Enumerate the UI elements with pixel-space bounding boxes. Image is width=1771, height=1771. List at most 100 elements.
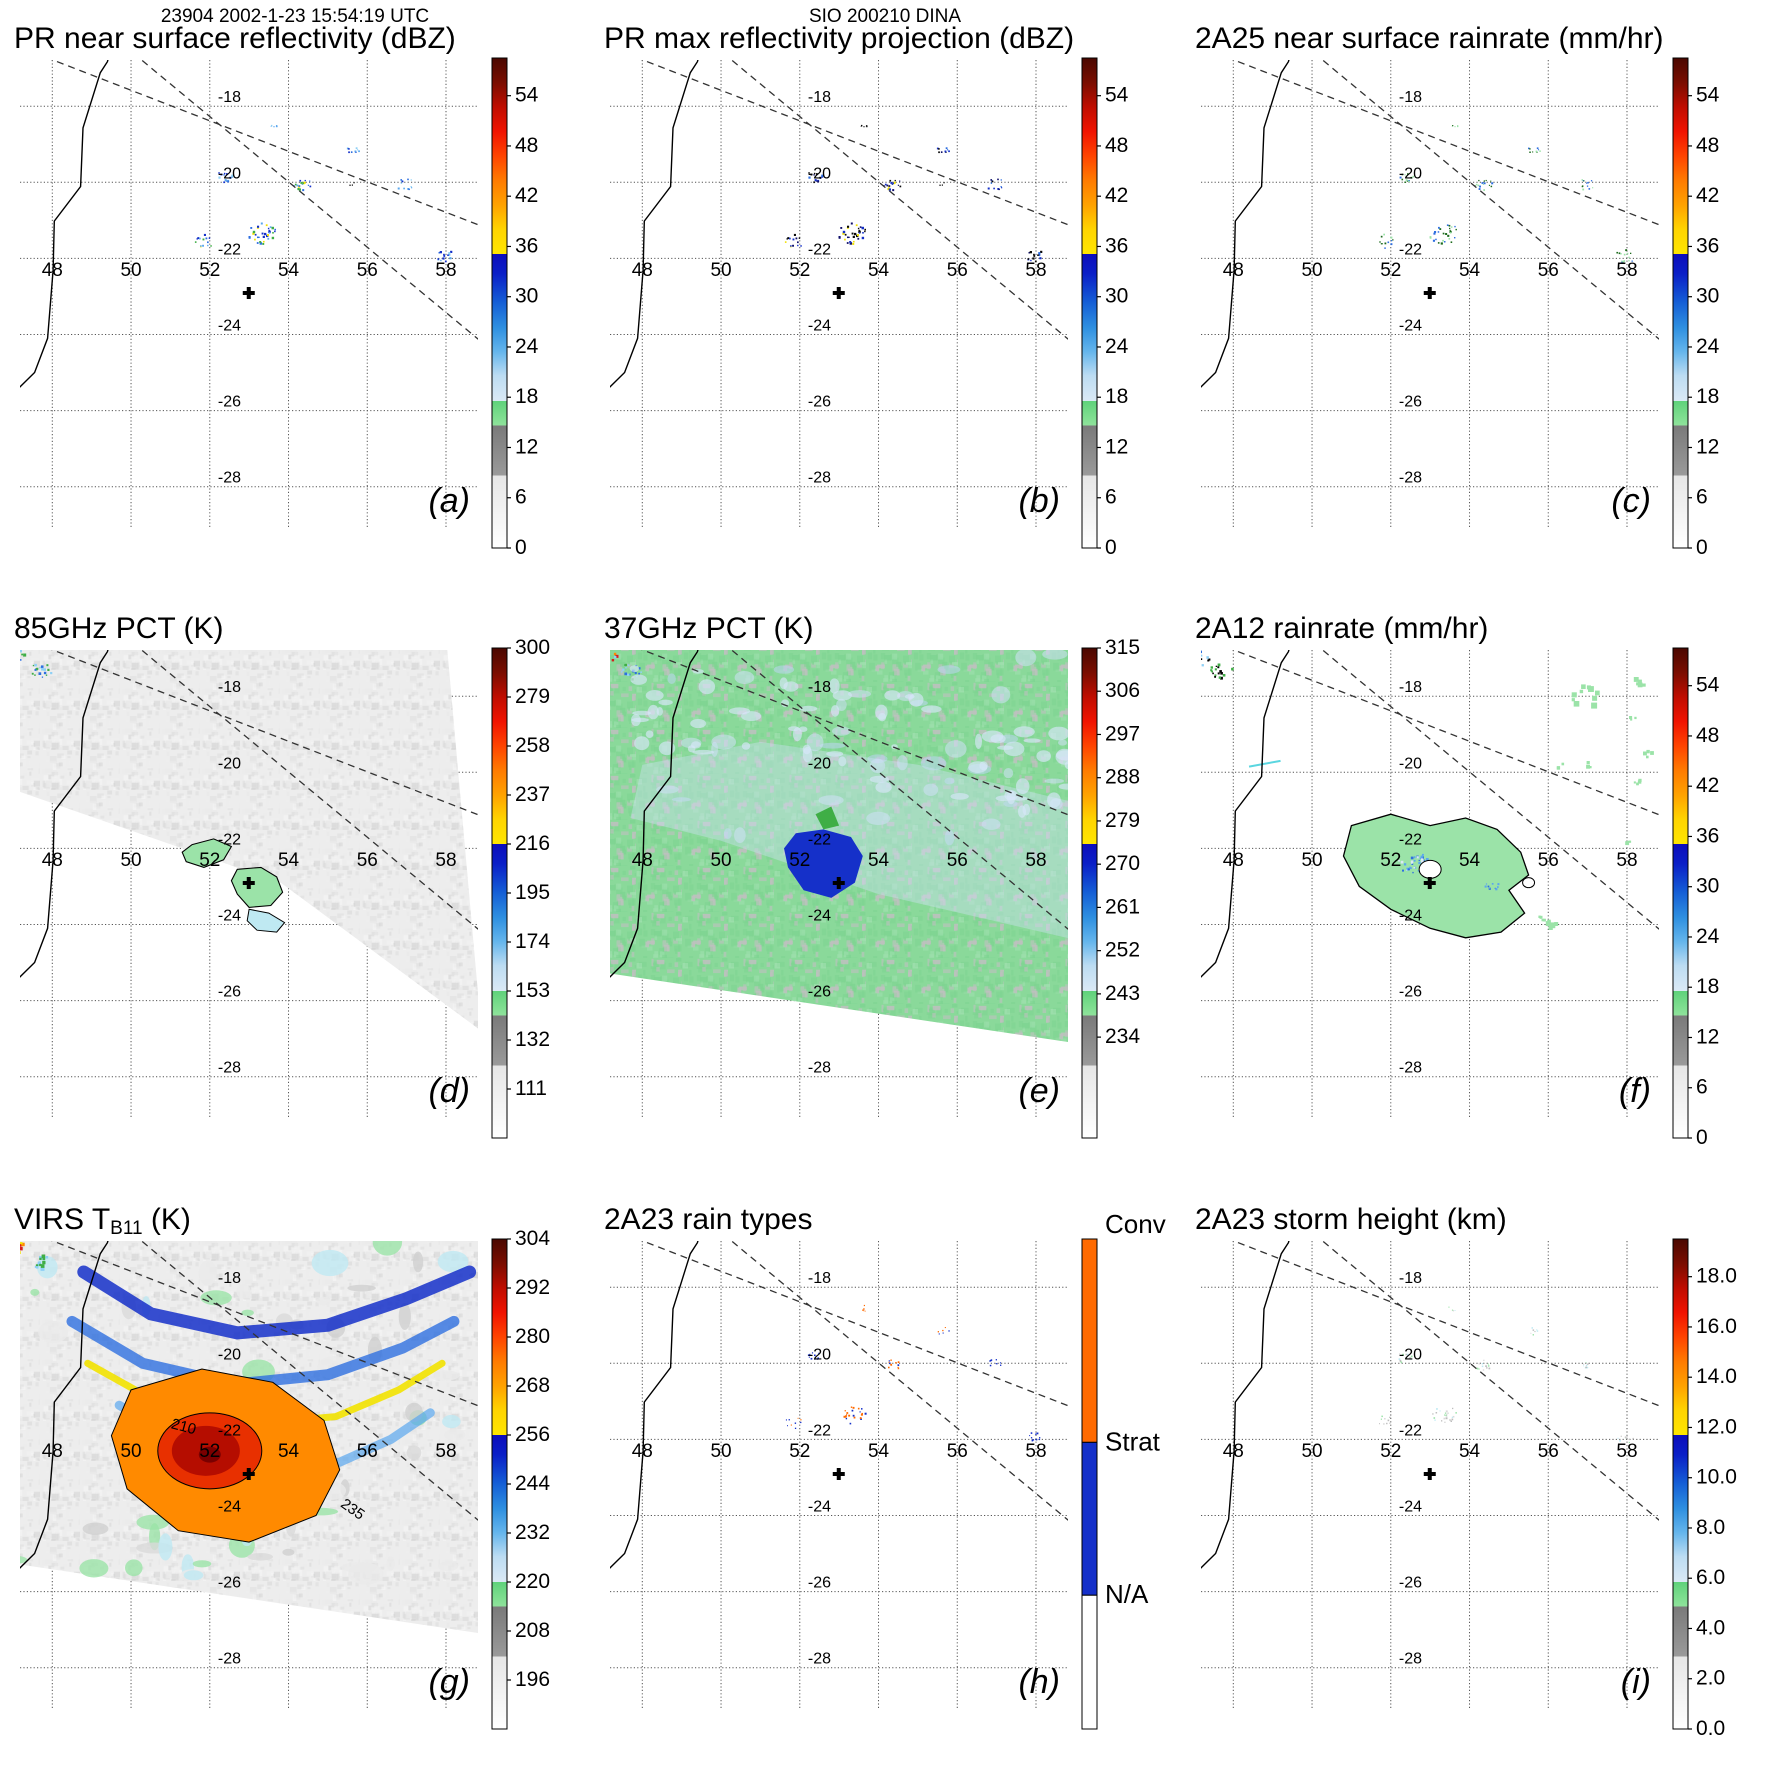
svg-text:270: 270 <box>1105 853 1140 876</box>
svg-text:-22: -22 <box>808 1422 831 1439</box>
svg-text:48: 48 <box>1222 260 1243 281</box>
svg-text:16.0: 16.0 <box>1696 1315 1737 1338</box>
svg-text:48: 48 <box>515 134 538 157</box>
svg-text:36: 36 <box>1696 825 1719 848</box>
svg-text:0.0: 0.0 <box>1696 1717 1725 1740</box>
svg-text:244: 244 <box>515 1472 550 1495</box>
svg-text:52: 52 <box>199 850 220 871</box>
svg-text:48: 48 <box>632 260 653 281</box>
svg-text:50: 50 <box>711 850 732 871</box>
svg-text:237: 237 <box>515 783 550 806</box>
svg-text:12: 12 <box>515 435 538 458</box>
svg-text:Strat: Strat <box>1105 1426 1161 1456</box>
svg-text:48: 48 <box>1222 1440 1243 1461</box>
svg-text:30: 30 <box>515 285 538 308</box>
svg-text:-28: -28 <box>1399 1650 1422 1667</box>
svg-text:132: 132 <box>515 1028 550 1051</box>
svg-text:-20: -20 <box>218 756 241 773</box>
svg-text:(i): (i) <box>1620 1663 1650 1701</box>
svg-text:48: 48 <box>42 850 63 871</box>
svg-text:12: 12 <box>1105 435 1128 458</box>
svg-text:18: 18 <box>1696 976 1719 999</box>
svg-text:12: 12 <box>1696 1026 1719 1049</box>
svg-text:195: 195 <box>515 881 550 904</box>
svg-text:30: 30 <box>1696 285 1719 308</box>
svg-text:(d): (d) <box>428 1072 470 1110</box>
svg-text:6: 6 <box>1696 486 1708 509</box>
svg-text:-24: -24 <box>1399 1498 1422 1515</box>
svg-text:18: 18 <box>1105 385 1128 408</box>
svg-text:52: 52 <box>199 1440 220 1461</box>
svg-text:-22: -22 <box>808 832 831 849</box>
svg-text:-28: -28 <box>808 1060 831 1077</box>
svg-text:(f): (f) <box>1619 1072 1651 1110</box>
svg-text:-18: -18 <box>1399 680 1422 697</box>
svg-text:(e): (e) <box>1019 1072 1061 1110</box>
svg-text:-26: -26 <box>808 394 831 411</box>
svg-text:48: 48 <box>1696 134 1719 157</box>
svg-text:232: 232 <box>515 1521 550 1544</box>
svg-text:56: 56 <box>357 850 378 871</box>
svg-text:258: 258 <box>515 734 550 757</box>
svg-text:-24: -24 <box>218 908 241 925</box>
svg-text:-24: -24 <box>808 1498 831 1515</box>
svg-text:52: 52 <box>1380 850 1401 871</box>
svg-text:-26: -26 <box>218 984 241 1001</box>
svg-text:-24: -24 <box>808 908 831 925</box>
svg-text:256: 256 <box>515 1423 550 1446</box>
svg-text:-22: -22 <box>218 832 241 849</box>
svg-text:0: 0 <box>1105 536 1117 559</box>
svg-text:(b): (b) <box>1019 482 1061 520</box>
svg-text:243: 243 <box>1105 982 1140 1005</box>
svg-text:280: 280 <box>515 1325 550 1348</box>
svg-text:48: 48 <box>632 850 653 871</box>
svg-text:54: 54 <box>868 260 890 281</box>
svg-text:-20: -20 <box>1399 1346 1422 1363</box>
svg-text:306: 306 <box>1105 680 1140 703</box>
svg-text:56: 56 <box>947 260 968 281</box>
svg-text:(a): (a) <box>428 482 470 520</box>
svg-text:54: 54 <box>868 1440 890 1461</box>
svg-text:-24: -24 <box>218 318 241 335</box>
svg-text:56: 56 <box>357 260 378 281</box>
svg-text:42: 42 <box>515 184 538 207</box>
svg-text:300: 300 <box>515 636 550 659</box>
svg-text:-24: -24 <box>1399 318 1422 335</box>
svg-text:52: 52 <box>790 260 811 281</box>
svg-text:58: 58 <box>435 850 456 871</box>
svg-text:50: 50 <box>1301 1440 1322 1461</box>
svg-text:2A23 storm height (km): 2A23 storm height (km) <box>1195 1203 1507 1236</box>
svg-text:-26: -26 <box>808 984 831 1001</box>
svg-text:0: 0 <box>1696 1126 1708 1149</box>
svg-text:14.0: 14.0 <box>1696 1365 1737 1388</box>
svg-text:48: 48 <box>632 1440 653 1461</box>
svg-text:261: 261 <box>1105 896 1140 919</box>
svg-text:54: 54 <box>1459 1440 1481 1461</box>
svg-text:PR near surface reflectivity (: PR near surface reflectivity (dBZ) <box>14 22 456 55</box>
svg-text:-18: -18 <box>1399 1270 1422 1287</box>
svg-text:-20: -20 <box>1399 165 1422 182</box>
svg-text:-18: -18 <box>218 680 241 697</box>
svg-text:288: 288 <box>1105 766 1140 789</box>
svg-text:24: 24 <box>1696 335 1720 358</box>
svg-text:-28: -28 <box>218 1650 241 1667</box>
svg-text:42: 42 <box>1105 184 1128 207</box>
svg-text:-22: -22 <box>218 1422 241 1439</box>
svg-text:36: 36 <box>1696 234 1719 257</box>
svg-text:-18: -18 <box>1399 89 1422 106</box>
svg-text:24: 24 <box>1696 925 1720 948</box>
svg-text:-26: -26 <box>218 394 241 411</box>
svg-text:-24: -24 <box>1399 908 1422 925</box>
svg-text:18: 18 <box>1696 385 1719 408</box>
svg-text:-18: -18 <box>218 1270 241 1287</box>
svg-text:58: 58 <box>435 1440 456 1461</box>
svg-text:-18: -18 <box>218 89 241 106</box>
svg-text:(h): (h) <box>1019 1663 1061 1701</box>
svg-text:48: 48 <box>1696 724 1719 747</box>
svg-text:48: 48 <box>1222 850 1243 871</box>
svg-text:50: 50 <box>120 260 141 281</box>
svg-text:12.0: 12.0 <box>1696 1415 1737 1438</box>
svg-text:268: 268 <box>515 1374 550 1397</box>
svg-text:4.0: 4.0 <box>1696 1616 1725 1639</box>
svg-text:48: 48 <box>42 260 63 281</box>
